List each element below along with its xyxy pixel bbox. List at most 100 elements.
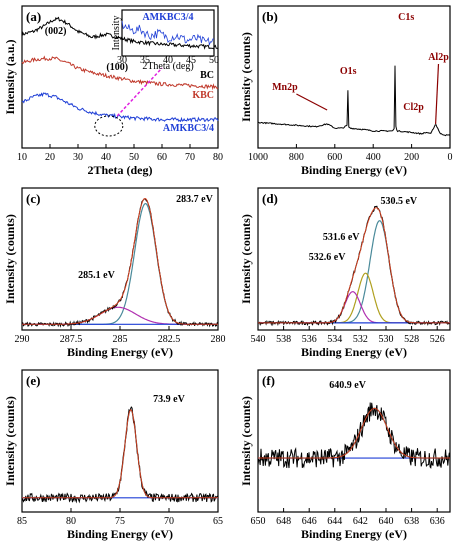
x-tick-label: 400 <box>366 152 381 163</box>
x-tick-label: 60 <box>157 152 167 163</box>
x-tick-label: 526 <box>430 334 445 345</box>
inset-frame <box>121 9 215 57</box>
annotation-arrow <box>435 63 440 125</box>
annotation-text: AMKBC3/4 <box>163 123 214 134</box>
x-axis-label: Binding Energy (eV) <box>67 345 173 359</box>
x-tick-label: 648 <box>276 516 291 527</box>
plot-frame <box>257 187 451 331</box>
x-axis-label: Binding Energy (eV) <box>301 163 407 177</box>
x-tick-label: 50 <box>129 152 139 163</box>
annotation-text: (002) <box>45 26 67 37</box>
plot-frame <box>21 5 219 149</box>
inset-x-label: 2Theta (deg) <box>142 61 193 72</box>
annotation-text: Al2p <box>428 52 449 63</box>
annotation-text: Cl2p <box>403 102 424 113</box>
x-tick-label: 644 <box>327 516 342 527</box>
inset-tick-label: 30 <box>117 55 127 66</box>
x-tick-label: 287.5 <box>60 334 83 345</box>
inset-tick-label: 40 <box>163 55 173 66</box>
series-line <box>21 55 219 91</box>
inset-title: AMKBC3/4 <box>142 12 193 23</box>
panel-label: (d) <box>262 191 278 206</box>
fit-envelope-line <box>258 407 450 459</box>
x-tick-label: 536 <box>302 334 317 345</box>
x-axis-label: Binding Energy (eV) <box>301 345 407 359</box>
panel-label: (a) <box>26 9 41 24</box>
data-line <box>21 198 219 328</box>
x-tick-label: 290 <box>15 334 30 345</box>
x-tick-label: 1000 <box>248 152 268 163</box>
panel-label: (c) <box>26 191 40 206</box>
annotation-text: 283.7 eV <box>176 194 213 205</box>
fit-component-line <box>22 409 218 499</box>
plot-frame <box>257 369 451 513</box>
y-axis-label: Intensity (counts) <box>3 396 17 486</box>
panel-d: 540 538 536 534 532 530 528 526 Binding Energy (… <box>239 187 451 359</box>
x-tick-label: 646 <box>302 516 317 527</box>
y-axis-label: Intensity (a.u.) <box>3 39 17 114</box>
fit-envelope-line <box>22 197 218 325</box>
panel-label: (b) <box>262 9 278 24</box>
panel-a: 10 20 30 40 50 60 70 80 2Theta (deg) Intensity (a… <box>3 5 223 177</box>
x-axis-label: Binding Energy (eV) <box>301 527 407 541</box>
panel-c: 290 287.5 285 282.5 280 Binding Energy (eV) In… <box>3 187 226 359</box>
annotation-text: KBC <box>192 90 214 101</box>
x-tick-label: 650 <box>251 516 266 527</box>
x-tick-label: 534 <box>327 334 342 345</box>
x-tick-label: 285 <box>113 334 128 345</box>
y-axis-label: Intensity (counts) <box>239 214 253 304</box>
inset-tick-label: 45 <box>186 55 196 66</box>
y-axis-label: Intensity (counts) <box>239 396 253 486</box>
annotation-text: 285.1 eV <box>78 270 115 281</box>
x-tick-label: 280 <box>211 334 226 345</box>
annotation-text: 532.6 eV <box>309 252 346 263</box>
y-axis-label: Intensity (counts) <box>239 32 253 122</box>
annotation-text: C1s <box>398 12 414 23</box>
annotation-text: 73.9 eV <box>153 394 185 405</box>
annotation-text: (100) <box>106 62 128 73</box>
series-line <box>21 92 219 123</box>
y-axis-label: Intensity (counts) <box>3 214 17 304</box>
x-tick-label: 80 <box>66 516 76 527</box>
x-tick-label: 600 <box>327 152 342 163</box>
highlight-circle <box>94 115 124 137</box>
annotation-arrow <box>296 93 328 111</box>
x-tick-label: 20 <box>45 152 55 163</box>
inset-series-line <box>121 21 215 47</box>
x-tick-label: 10 <box>17 152 27 163</box>
fit-component-line <box>258 407 450 459</box>
inset-y-label: Intensity <box>111 16 122 51</box>
x-tick-label: 70 <box>185 152 195 163</box>
x-tick-label: 532 <box>353 334 368 345</box>
x-tick-label: 65 <box>213 516 223 527</box>
x-axis-label: Binding Energy (eV) <box>67 527 173 541</box>
fit-envelope-line <box>22 409 218 499</box>
plot-frame <box>21 187 219 331</box>
annotation-text: O1s <box>340 66 357 77</box>
panel-label: (f) <box>262 373 275 388</box>
x-tick-label: 636 <box>430 516 445 527</box>
panel-b: 1000 800 600 400 200 0 Binding Energy (eV) Inte… <box>239 5 453 177</box>
callout-arrow <box>116 67 163 117</box>
data-line <box>21 406 219 504</box>
x-tick-label: 75 <box>115 516 125 527</box>
panel-f: 650 648 646 644 642 640 638 636 Binding Energy (… <box>239 369 451 541</box>
annotation-text: 531.6 eV <box>323 232 360 243</box>
x-tick-label: 80 <box>213 152 223 163</box>
annotation-text: Mn2p <box>272 82 298 93</box>
x-tick-label: 530 <box>379 334 394 345</box>
x-tick-label: 70 <box>164 516 174 527</box>
annotation-text: 530.5 eV <box>380 196 417 207</box>
panel-e: 85 80 75 70 65 Binding Energy (eV) Intensity (… <box>3 369 223 541</box>
inset-tick-label: 35 <box>140 55 150 66</box>
x-tick-label: 85 <box>17 516 27 527</box>
data-line <box>257 402 451 469</box>
x-tick-label: 200 <box>404 152 419 163</box>
x-tick-label: 528 <box>404 334 419 345</box>
x-tick-label: 640 <box>379 516 394 527</box>
x-tick-label: 800 <box>289 152 304 163</box>
series-line <box>257 65 451 137</box>
x-axis-label: 2Theta (deg) <box>88 163 153 177</box>
x-tick-label: 0 <box>448 152 453 163</box>
